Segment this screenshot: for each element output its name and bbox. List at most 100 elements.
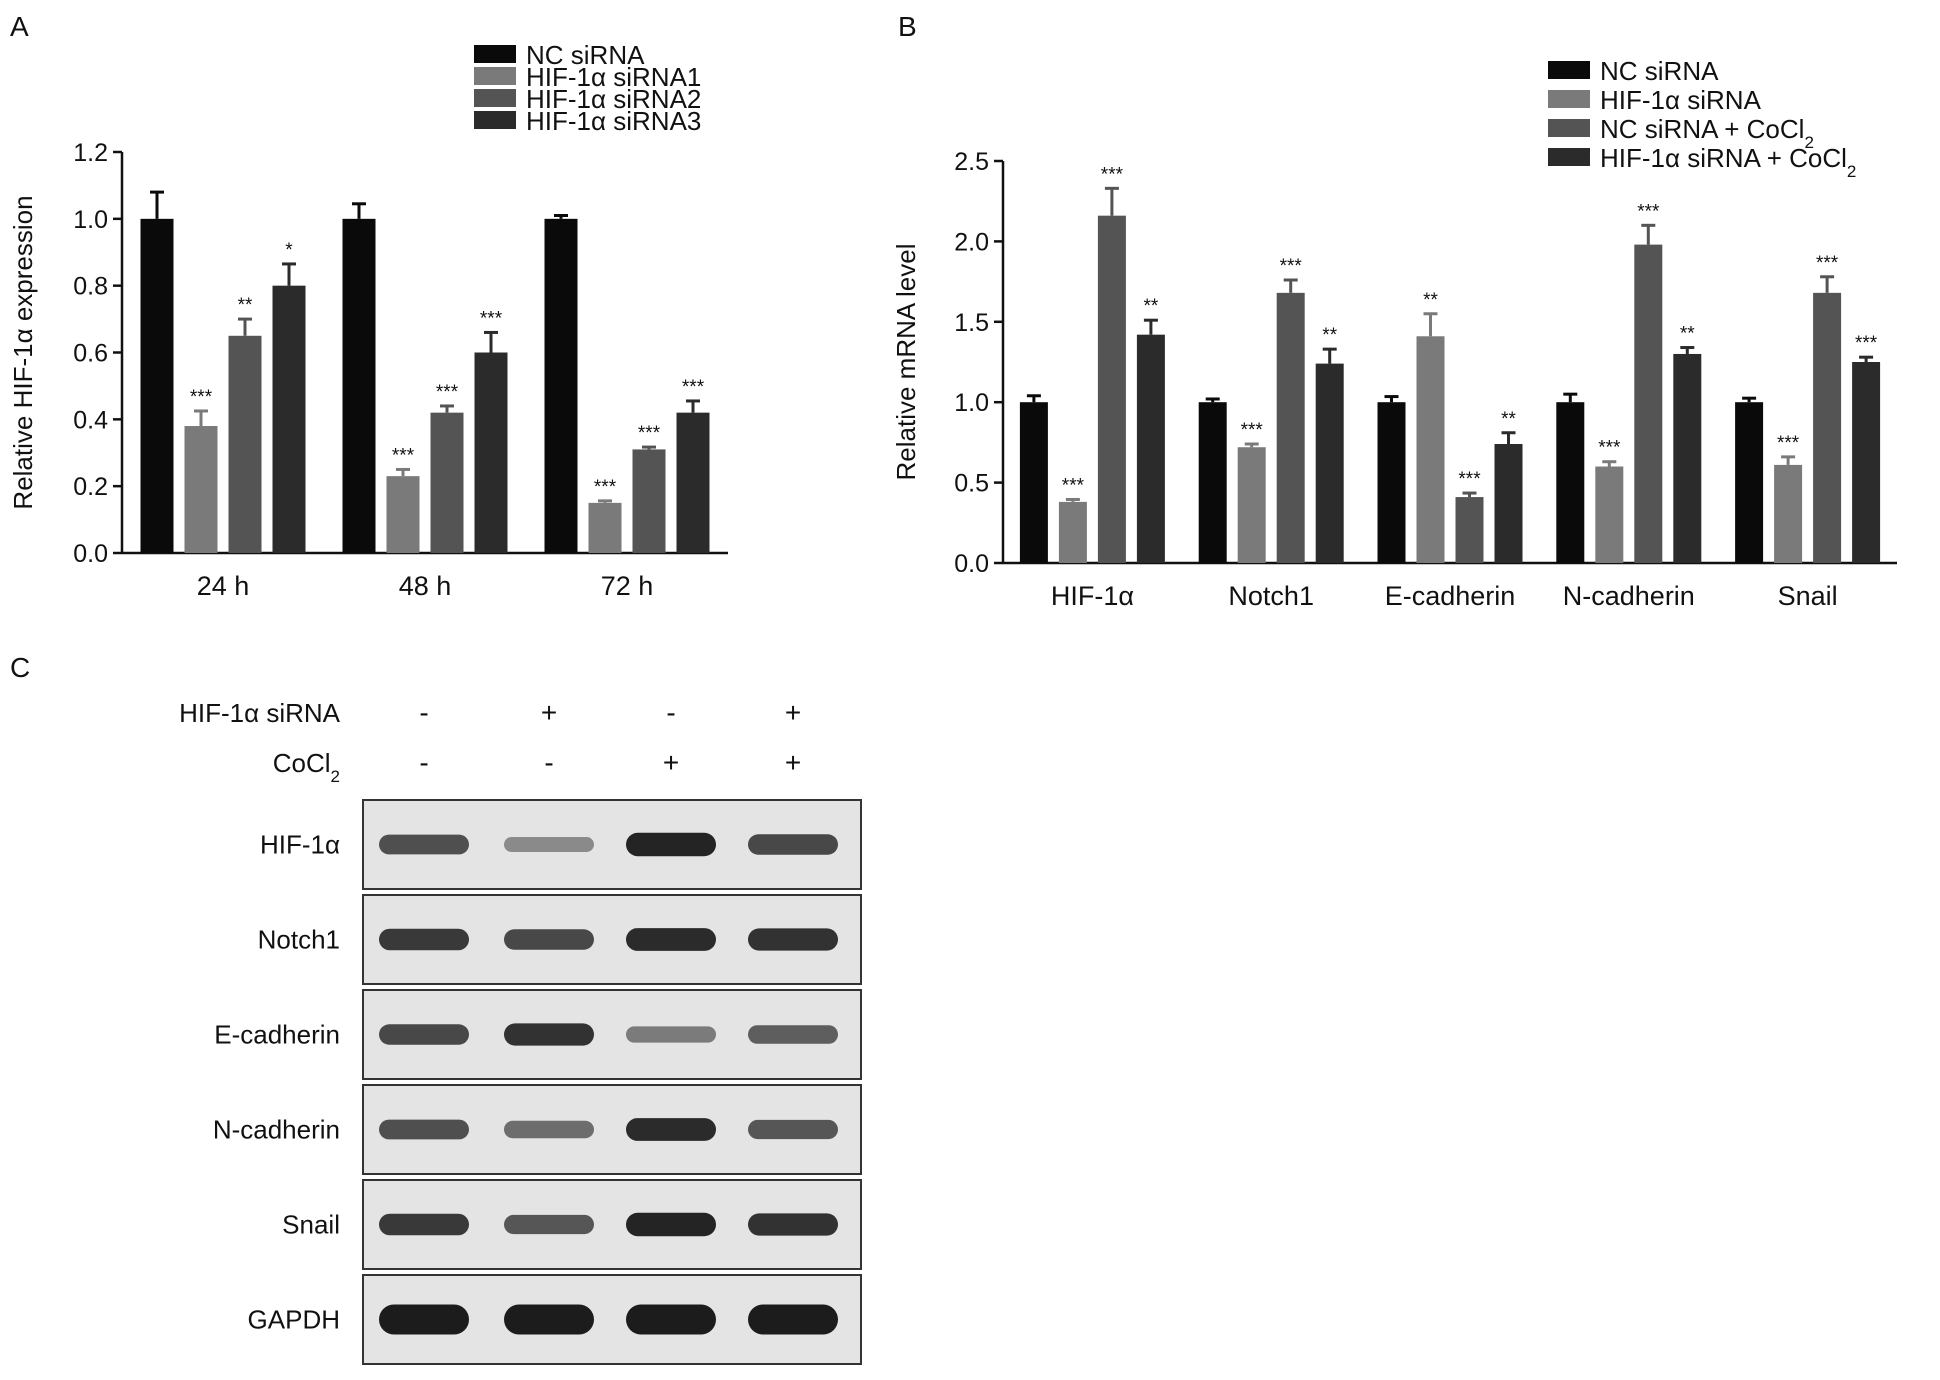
bar <box>140 218 174 554</box>
blot-row-label: Snail <box>282 1210 340 1240</box>
significance-label: *** <box>1062 475 1085 496</box>
blot-row-label: N-cadherin <box>213 1115 340 1145</box>
blot-band <box>504 1120 594 1139</box>
blot-band <box>626 1212 716 1237</box>
legend-swatch <box>1548 148 1590 166</box>
bar <box>1455 497 1484 563</box>
legend-label-text: HIF-1α siRNA <box>1600 85 1762 115</box>
western-blot: HIF-1α siRNA - + - + CoCl2 - - + + HIF-1α Notch1 E-c… <box>179 697 862 1365</box>
y-tick-label: 1.5 <box>954 309 989 337</box>
y-tick-label: 0.0 <box>73 540 108 568</box>
panel-label-c: C <box>10 652 30 683</box>
significance-label: ** <box>1680 324 1695 345</box>
significance-label: ** <box>1144 296 1159 317</box>
blot-band <box>504 837 594 852</box>
blot-band <box>504 1304 594 1335</box>
significance-label: *** <box>1458 469 1481 490</box>
significance-label: *** <box>682 377 705 398</box>
significance-label: *** <box>1241 420 1264 441</box>
legend-label-text: NC siRNA + CoCl <box>1600 114 1804 144</box>
bar <box>1377 402 1406 563</box>
blot-row-label: Notch1 <box>258 925 340 955</box>
legend-swatch <box>1548 61 1590 79</box>
bar <box>1634 244 1663 563</box>
x-tick-label: HIF-1α <box>1051 581 1134 611</box>
blot-band <box>504 929 594 950</box>
significance-label: *** <box>1855 333 1878 354</box>
legend-label-text: HIF-1α siRNA + CoCl <box>1600 143 1847 173</box>
y-tick-label: 0.0 <box>954 550 989 578</box>
treatment-sign: + <box>785 697 801 728</box>
legend-swatch <box>474 111 516 129</box>
significance-label: *** <box>1816 253 1839 274</box>
panel-label-b: B <box>898 11 917 42</box>
blot-band <box>626 1304 716 1335</box>
legend-label-text: HIF-1α siRNA2 <box>526 84 701 114</box>
blot-band <box>626 1118 716 1141</box>
treatment-label-text: CoCl <box>273 748 331 778</box>
treatment-sign: + <box>541 697 557 728</box>
bar <box>430 412 464 553</box>
legend-label: HIF-1α siRNA2 <box>526 84 701 114</box>
bar <box>1595 466 1624 563</box>
bar <box>1276 292 1305 563</box>
blot-band <box>748 1025 838 1044</box>
treatment-label-subscript: 2 <box>331 767 340 786</box>
y-tick-label: 0.4 <box>73 406 108 434</box>
legend-label-subscript: 2 <box>1847 162 1856 181</box>
significance-label: *** <box>594 477 617 498</box>
legend-label: NC siRNA <box>1600 56 1719 86</box>
bar <box>474 352 508 553</box>
legend-swatch <box>1548 119 1590 137</box>
treatment-sign: - <box>666 697 675 728</box>
blot-band <box>504 1023 594 1046</box>
blot-band <box>379 1304 469 1335</box>
blot-band <box>748 1304 838 1335</box>
panel-label-a: A <box>10 11 29 42</box>
blot-band <box>748 834 838 855</box>
treatment-label-text: HIF-1α siRNA <box>179 698 341 728</box>
y-tick-label: 2.0 <box>954 228 989 256</box>
blot-band <box>626 928 716 951</box>
y-tick-label: 0.8 <box>73 273 108 301</box>
treatment-label: CoCl2 <box>273 748 340 786</box>
significance-label: *** <box>480 308 503 329</box>
bar <box>1774 464 1803 563</box>
bar <box>1673 353 1702 563</box>
blot-band <box>626 832 716 857</box>
bar <box>1494 444 1523 563</box>
significance-label: ** <box>238 295 253 316</box>
bar <box>588 502 622 553</box>
y-tick-label: 0.5 <box>954 470 989 498</box>
bar <box>1315 363 1344 563</box>
blot-band <box>379 1119 469 1140</box>
blot-band <box>379 1024 469 1045</box>
significance-label: ** <box>1322 325 1337 346</box>
bar <box>272 285 306 553</box>
significance-label: *** <box>392 445 415 466</box>
blot-band <box>379 1213 469 1236</box>
x-tick-label: 48 h <box>399 571 452 601</box>
y-tick-label: 1.0 <box>73 206 108 234</box>
significance-label: *** <box>190 387 213 408</box>
y-tick-label: 0.2 <box>73 473 108 501</box>
blot-row-label: HIF-1α <box>260 830 340 860</box>
legend-swatch <box>474 45 516 63</box>
treatment-sign: - <box>544 747 553 778</box>
blot-band <box>379 928 469 951</box>
treatment-sign: - <box>419 747 428 778</box>
x-tick-label: 24 h <box>197 571 250 601</box>
x-tick-label: Notch1 <box>1228 581 1314 611</box>
bar <box>342 218 376 554</box>
y-tick-label: 2.5 <box>954 148 989 176</box>
significance-label: *** <box>1777 433 1800 454</box>
x-tick-label: Snail <box>1778 581 1838 611</box>
significance-label: ** <box>1423 290 1438 311</box>
bar <box>184 426 218 553</box>
significance-label: *** <box>1280 256 1303 277</box>
bar <box>1136 334 1165 563</box>
blot-band <box>748 1119 838 1140</box>
blot-band <box>504 1214 594 1235</box>
